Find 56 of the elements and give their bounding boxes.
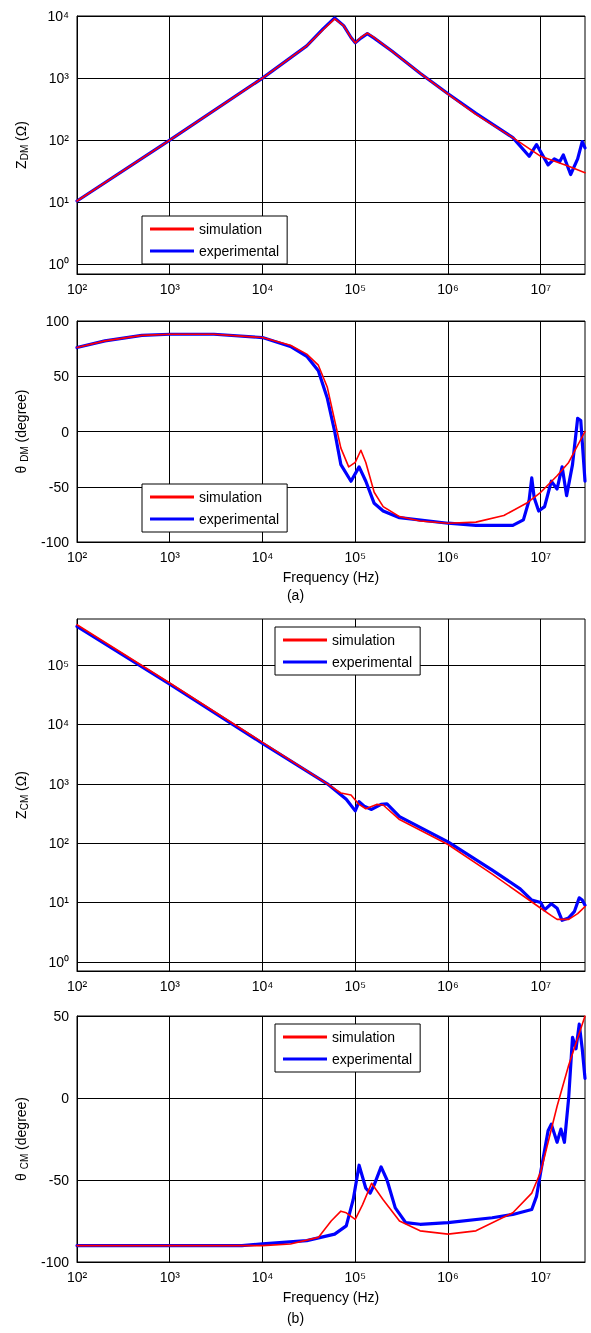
y-tick-label: 0 [61, 1090, 70, 1106]
x-tick-label: 10⁵ [344, 1269, 366, 1285]
x-axis-title: Frequency (Hz) [282, 1289, 380, 1305]
legend-label: simulation [199, 489, 263, 505]
y-tick-label: 10¹ [48, 894, 70, 911]
y-tick-label: 50 [53, 1008, 70, 1024]
y-tick-label: 10⁰ [48, 256, 69, 273]
x-tick-label: 10⁴ [251, 281, 274, 297]
legend-label: experimental [199, 511, 280, 527]
y-tick-label: 10² [48, 835, 70, 852]
x-tick-label: 10⁵ [344, 549, 366, 565]
x-tick-label: 10⁴ [251, 978, 274, 994]
legend-label: simulation [332, 1029, 396, 1045]
x-tick-label: 10⁵ [344, 978, 366, 994]
text: (b) [286, 1310, 305, 1326]
x-tick-label: 10⁶ [437, 978, 459, 994]
x-tick-label: 10⁷ [530, 978, 552, 994]
y-tick-label: 10³ [48, 70, 70, 87]
x-tick-label: 10⁵ [344, 281, 366, 297]
x-tick-label: 10³ [159, 1269, 181, 1285]
x-tick-label: 10⁶ [437, 549, 459, 565]
legend-label: simulation [332, 632, 396, 648]
y-tick-label: 10² [48, 132, 70, 149]
y-axis-title: ZDM (Ω) [12, 121, 30, 169]
y-tick-label: 10⁴ [47, 716, 69, 733]
y-axis-title: θ DM (degree) [12, 389, 30, 474]
y-tick-label: 10¹ [48, 194, 70, 211]
y-axis-title: ZCM (Ω) [12, 771, 30, 819]
x-tick-label: 10⁷ [530, 1269, 552, 1285]
y-tick-label: 10⁰ [48, 953, 69, 970]
y-tick-label: 10⁴ [47, 8, 69, 24]
legend-label: simulation [199, 221, 263, 237]
x-tick-label: 10⁶ [437, 281, 459, 297]
x-tick-label: 10³ [159, 549, 181, 565]
y-tick-label: -50 [48, 478, 70, 495]
x-tick-label: 10⁴ [251, 1269, 274, 1285]
x-tick-label: 10⁷ [530, 281, 552, 297]
y-tick-label: 50 [53, 368, 70, 385]
y-axis-title: θ CM (degree) [12, 1096, 30, 1182]
x-tick-label: 10³ [159, 978, 181, 994]
y-tick-label: 10³ [48, 775, 70, 792]
legend-label: experimental [332, 1051, 413, 1067]
y-tick-label: 10⁵ [47, 657, 69, 674]
y-tick-label: 0 [61, 423, 70, 440]
legend-label: experimental [332, 654, 413, 670]
y-tick-label: -50 [48, 1172, 70, 1188]
y-tick-label: -100 [40, 1254, 70, 1270]
x-axis-title: Frequency (Hz) [282, 569, 380, 585]
text: (a) [286, 587, 305, 603]
x-tick-label: 10⁴ [251, 549, 274, 565]
y-tick-label: -100 [40, 534, 70, 550]
x-tick-label: 10³ [159, 281, 181, 297]
y-tick-label: 100 [45, 313, 70, 329]
x-tick-label: 10⁷ [530, 549, 552, 565]
x-tick-label: 10⁶ [437, 1269, 459, 1285]
legend-label: experimental [199, 243, 280, 259]
